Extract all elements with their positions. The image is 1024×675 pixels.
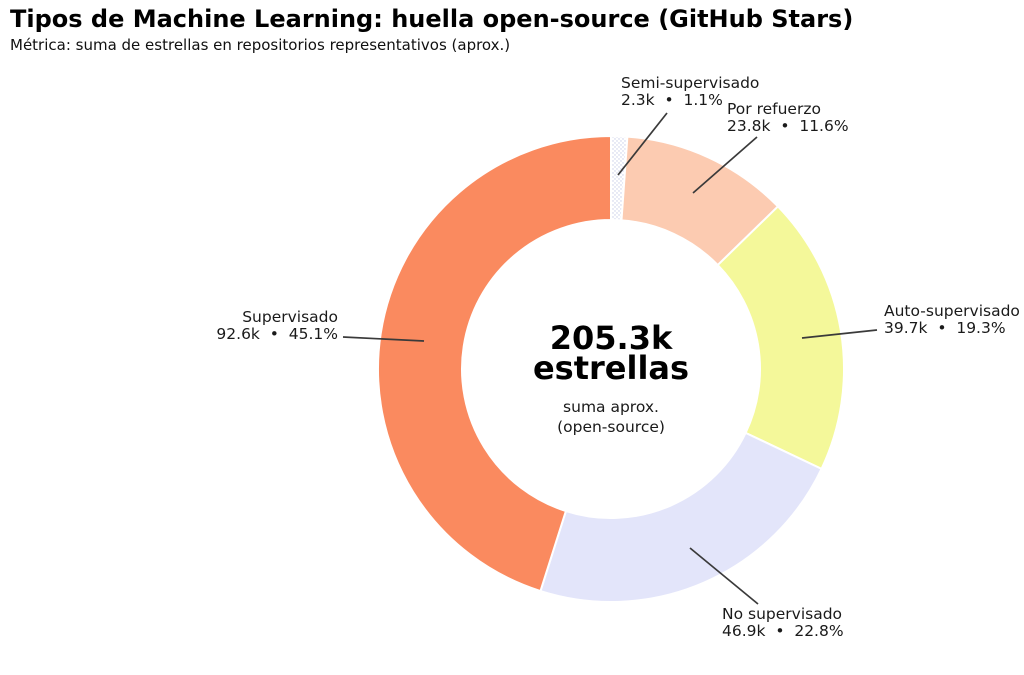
total-stars-value: 205.3k [549,319,673,357]
segment-stats: 23.8k • 11.6% [727,117,849,135]
leader-por-refuerzo [692,136,758,194]
leader-supervisado [342,336,425,342]
segment-stats: 39.7k • 19.3% [884,319,1006,337]
leader-semi-supervisado [617,112,668,176]
wedge-supervisado [376,135,612,593]
total-stars-unit: estrellas [532,349,690,387]
center-note-1: suma aprox. [563,398,659,416]
segment-stats: 46.9k • 22.8% [722,622,844,640]
segment-stats: 2.3k • 1.1% [621,91,723,109]
label-semi-supervisado: Semi-supervisado 2.3k • 1.1% [621,75,759,109]
wedge-no-supervisado [539,431,823,603]
center-note-2: (open-source) [557,418,665,436]
segment-name: Por refuerzo [727,100,821,118]
page-subtitle: Métrica: suma de estrellas en repositori… [10,36,511,54]
page-title: Tipos de Machine Learning: huella open-s… [10,5,854,33]
segment-name: Supervisado [242,308,338,326]
label-auto-supervisado: Auto-supervisado 39.7k • 19.3% [884,303,1020,337]
label-supervisado: Supervisado 92.6k • 45.1% [216,309,338,343]
leader-no-supervisado [689,547,759,605]
label-por-refuerzo: Por refuerzo 23.8k • 11.6% [727,101,849,135]
donut-wedges [376,135,845,603]
center-label: 205.3k estrellas suma aprox. (open-sourc… [441,319,781,437]
segment-name: Semi-supervisado [621,74,760,92]
segment-name: Auto-supervisado [884,302,1020,320]
leader-auto-supervisado [801,329,878,339]
segment-name: No supervisado [722,605,843,623]
wedge-auto-supervisado [716,205,845,470]
segment-stats: 92.6k • 45.1% [216,325,338,343]
leader-lines [342,112,878,605]
label-no-supervisado: No supervisado 46.9k • 22.8% [722,606,844,640]
